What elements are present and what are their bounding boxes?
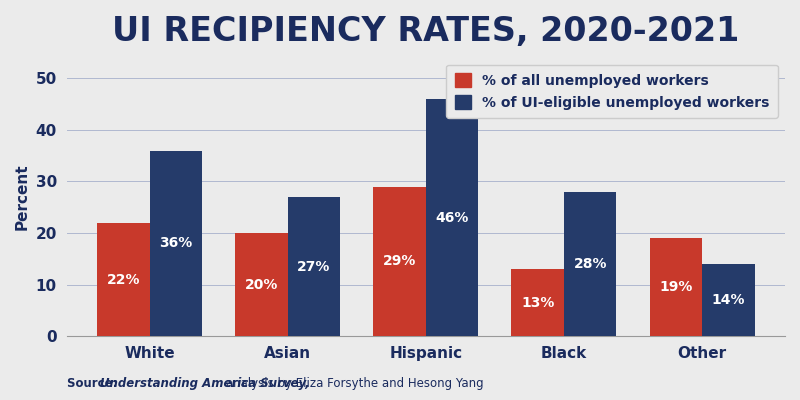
Text: 14%: 14% (712, 293, 745, 307)
Bar (288, 197, 340, 336)
Text: 29%: 29% (383, 254, 416, 268)
Text: 36%: 36% (159, 236, 193, 250)
Text: 20%: 20% (245, 278, 278, 292)
Bar (426, 99, 478, 336)
Bar (650, 238, 702, 336)
Legend: % of all unemployed workers, % of UI-eligible unemployed workers: % of all unemployed workers, % of UI-eli… (446, 65, 778, 118)
Text: analysis by Eliza Forsythe and Hesong Yang: analysis by Eliza Forsythe and Hesong Ya… (222, 377, 483, 390)
Bar (374, 187, 426, 336)
Bar (702, 264, 754, 336)
Y-axis label: Percent: Percent (15, 164, 30, 230)
Text: Source:: Source: (66, 377, 122, 390)
Bar (564, 192, 617, 336)
Text: 28%: 28% (574, 257, 607, 271)
Bar (511, 269, 564, 336)
Bar (97, 223, 150, 336)
Bar (235, 233, 288, 336)
Text: Understanding America Survey,: Understanding America Survey, (100, 377, 310, 390)
Text: 46%: 46% (435, 211, 469, 225)
Text: 19%: 19% (659, 280, 693, 294)
Text: 22%: 22% (106, 272, 140, 286)
Text: 13%: 13% (521, 296, 554, 310)
Bar (150, 150, 202, 336)
Text: 27%: 27% (298, 260, 330, 274)
Title: UI RECIPIENCY RATES, 2020-2021: UI RECIPIENCY RATES, 2020-2021 (112, 15, 739, 48)
